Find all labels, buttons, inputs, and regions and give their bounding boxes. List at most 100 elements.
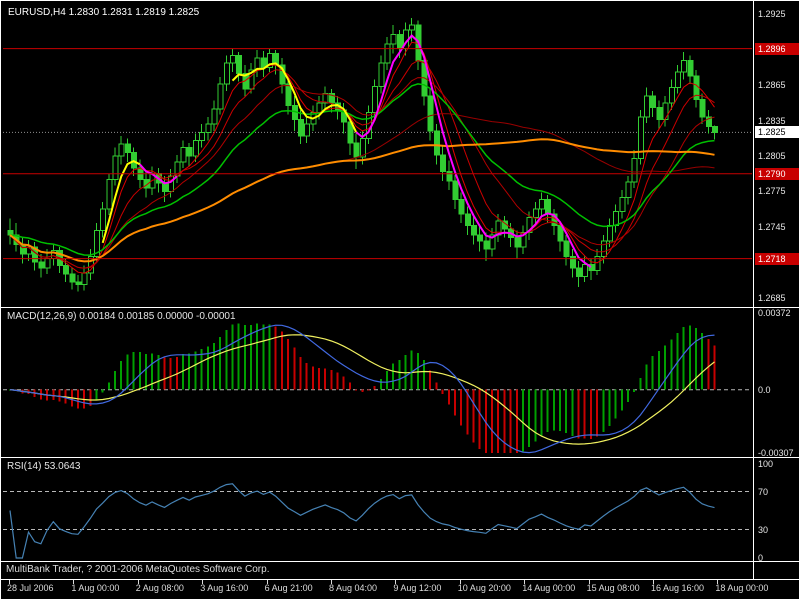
macd-histogram-bar xyxy=(707,339,710,390)
candle-body xyxy=(477,234,484,242)
candle-body xyxy=(359,137,366,158)
macd-slow-line xyxy=(9,334,715,445)
candle-body xyxy=(143,179,150,189)
candle-body xyxy=(631,157,638,183)
macd-histogram-bar xyxy=(701,333,704,390)
time-axis-tick xyxy=(266,580,268,584)
candle-body xyxy=(668,87,675,104)
time-axis-tick xyxy=(331,580,332,584)
candle-body xyxy=(199,131,206,142)
macd-histogram-bar xyxy=(225,330,228,390)
rsi-line xyxy=(9,483,715,559)
time-axis-label: 9 Aug 12:00 xyxy=(393,583,442,593)
candle-body xyxy=(304,123,311,137)
candle-body xyxy=(106,179,113,210)
time-axis-label: 16 Aug 16:00 xyxy=(651,583,705,593)
macd-histogram-bar xyxy=(454,389,456,416)
candle-body xyxy=(637,116,644,159)
panel-separator-rsi[interactable] xyxy=(1,457,799,458)
price-scale-separator[interactable] xyxy=(753,1,754,579)
macd-histogram-bar xyxy=(589,389,592,439)
macd-histogram-bar xyxy=(620,389,623,411)
macd-histogram-bar xyxy=(546,389,549,432)
macd-histogram-bar xyxy=(169,358,172,390)
candle-body xyxy=(644,95,650,118)
macd-histogram-bar xyxy=(441,389,444,395)
macd-tick-label: 0.00372 xyxy=(758,308,791,318)
candle-body xyxy=(372,85,379,113)
macd-histogram-bar xyxy=(262,324,265,390)
candle-body xyxy=(594,255,601,271)
candle-body xyxy=(223,62,230,85)
macd-histogram-bar xyxy=(188,353,191,390)
candle-body xyxy=(186,147,193,157)
candle-body xyxy=(378,62,385,87)
macd-histogram-bar xyxy=(435,382,438,390)
macd-histogram-bar xyxy=(664,345,667,390)
time-axis-label: 15 Aug 08:00 xyxy=(586,583,640,593)
macd-histogram-bar xyxy=(695,328,697,390)
panel-separator-bottom xyxy=(1,561,799,562)
candle-body xyxy=(254,57,261,71)
candle-body xyxy=(545,199,552,215)
candle-body xyxy=(230,55,236,64)
macd-tick-label: 0.0 xyxy=(758,384,771,395)
candle-body xyxy=(409,24,416,31)
rsi-tick-label: 70 xyxy=(758,486,769,497)
macd-histogram-bar xyxy=(386,370,388,390)
time-axis-tick xyxy=(524,580,526,584)
price-tick-label: 1.2775 xyxy=(758,186,786,197)
time-axis-tick xyxy=(653,580,654,584)
macd-histogram-bar xyxy=(688,325,691,390)
candle-body xyxy=(625,181,632,198)
macd-histogram-bar xyxy=(565,389,568,433)
candle-body xyxy=(316,102,323,113)
candle-body xyxy=(712,126,718,133)
macd-histogram-bar xyxy=(503,389,506,453)
price-tick-label: 1.2925 xyxy=(758,9,786,20)
macd-histogram-bar xyxy=(256,323,259,390)
time-axis-tick xyxy=(459,580,461,584)
macd-histogram-bar xyxy=(163,357,166,390)
candle-body xyxy=(433,130,440,156)
time-axis-label: 14 Aug 00:00 xyxy=(522,583,576,593)
macd-histogram-bar xyxy=(491,389,493,453)
candle-body xyxy=(94,229,100,257)
macd-histogram-bar xyxy=(355,389,358,391)
candle-body xyxy=(452,180,459,201)
macd-histogram-bar xyxy=(361,389,364,393)
candle-body xyxy=(699,98,706,118)
candle-body xyxy=(75,281,82,286)
candle-body xyxy=(458,199,465,215)
macd-histogram-bar xyxy=(552,389,555,431)
macd-histogram-bar xyxy=(194,351,197,390)
candle-body xyxy=(514,236,521,248)
macd-histogram-bar xyxy=(528,389,531,447)
panel-separator-macd[interactable] xyxy=(1,307,799,308)
macd-histogram-bar xyxy=(336,372,339,390)
time-axis-label: 3 Aug 16:00 xyxy=(200,583,249,593)
macd-histogram-bar xyxy=(379,378,382,390)
price-tick-label: 1.2745 xyxy=(758,221,786,232)
time-axis-tick xyxy=(137,580,139,584)
candle-body xyxy=(483,240,490,250)
symbol-ohlc-title: EURUSD,H4 1.2830 1.2831 1.2819 1.2825 xyxy=(8,7,200,18)
candle-body xyxy=(520,232,527,248)
macd-histogram-bar xyxy=(596,389,599,437)
macd-histogram-bar xyxy=(657,351,660,390)
macd-histogram-bar xyxy=(392,363,395,390)
macd-histogram-bar xyxy=(633,389,636,392)
macd-histogram-bar xyxy=(460,389,463,426)
price-tick-label: 1.2805 xyxy=(758,151,786,161)
macd-histogram-bar xyxy=(138,352,141,390)
macd-histogram-bar xyxy=(429,370,432,390)
macd-histogram-bar xyxy=(52,389,55,400)
candle-body xyxy=(63,265,70,275)
ma-line-lwma21 xyxy=(9,77,715,269)
candle-body xyxy=(38,261,45,269)
macd-histogram-bar xyxy=(206,346,209,390)
candle-body xyxy=(619,196,626,212)
price-tick-label: 1.2685 xyxy=(758,292,786,303)
macd-histogram-bar xyxy=(311,366,314,390)
